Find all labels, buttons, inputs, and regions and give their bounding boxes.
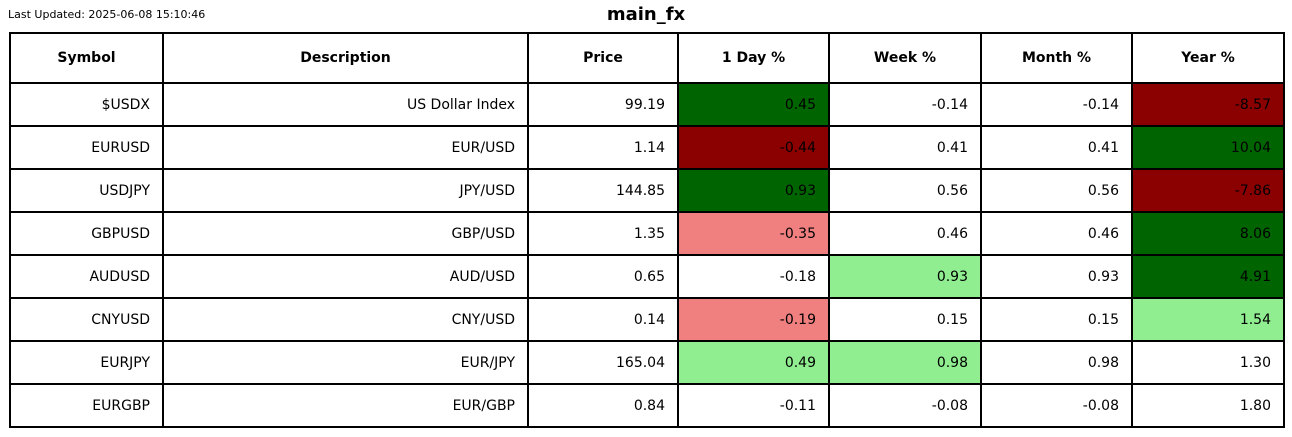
week-change-cell: -0.08 bbox=[828, 383, 982, 428]
description-cell: EUR/USD bbox=[162, 125, 529, 170]
column-header-description: Description bbox=[162, 32, 529, 84]
table-row: EURGBP EUR/GBP 0.84 -0.11 -0.08 -0.08 1.80 bbox=[9, 383, 1285, 428]
week-change-cell: 0.98 bbox=[828, 340, 982, 385]
symbol-cell: GBPUSD bbox=[9, 211, 164, 256]
table-row: EURUSD EUR/USD 1.14 -0.44 0.41 0.41 10.04 bbox=[9, 125, 1285, 170]
column-header-year: Year % bbox=[1131, 32, 1285, 84]
description-cell: JPY/USD bbox=[162, 168, 529, 213]
symbol-cell: EURJPY bbox=[9, 340, 164, 385]
day-change-cell: 0.45 bbox=[677, 82, 830, 127]
day-change-cell: -0.19 bbox=[677, 297, 830, 342]
description-cell: GBP/USD bbox=[162, 211, 529, 256]
price-cell: 1.14 bbox=[527, 125, 679, 170]
symbol-cell: CNYUSD bbox=[9, 297, 164, 342]
price-cell: 0.14 bbox=[527, 297, 679, 342]
price-cell: 99.19 bbox=[527, 82, 679, 127]
table-row: EURJPY EUR/JPY 165.04 0.49 0.98 0.98 1.30 bbox=[9, 340, 1285, 385]
price-cell: 144.85 bbox=[527, 168, 679, 213]
symbol-cell: AUDUSD bbox=[9, 254, 164, 299]
month-change-cell: 0.56 bbox=[980, 168, 1133, 213]
day-change-cell: -0.44 bbox=[677, 125, 830, 170]
table-row: USDJPY JPY/USD 144.85 0.93 0.56 0.56 -7.86 bbox=[9, 168, 1285, 213]
page-title: main_fx bbox=[606, 4, 686, 25]
last-updated-text: Last Updated: 2025-06-08 15:10:46 bbox=[8, 8, 206, 21]
day-change-cell: 0.49 bbox=[677, 340, 830, 385]
symbol-cell: EURUSD bbox=[9, 125, 164, 170]
day-change-cell: -0.35 bbox=[677, 211, 830, 256]
week-change-cell: -0.14 bbox=[828, 82, 982, 127]
column-header-month: Month % bbox=[980, 32, 1133, 84]
month-change-cell: 0.41 bbox=[980, 125, 1133, 170]
description-cell: AUD/USD bbox=[162, 254, 529, 299]
year-change-cell: 1.30 bbox=[1131, 340, 1285, 385]
price-cell: 0.84 bbox=[527, 383, 679, 428]
year-change-cell: 8.06 bbox=[1131, 211, 1285, 256]
description-cell: EUR/JPY bbox=[162, 340, 529, 385]
day-change-cell: 0.93 bbox=[677, 168, 830, 213]
year-change-cell: -7.86 bbox=[1131, 168, 1285, 213]
price-cell: 165.04 bbox=[527, 340, 679, 385]
symbol-cell: USDJPY bbox=[9, 168, 164, 213]
month-change-cell: -0.08 bbox=[980, 383, 1133, 428]
year-change-cell: 1.80 bbox=[1131, 383, 1285, 428]
price-cell: 0.65 bbox=[527, 254, 679, 299]
column-header-week: Week % bbox=[828, 32, 982, 84]
column-header-1day: 1 Day % bbox=[677, 32, 830, 84]
day-change-cell: -0.11 bbox=[677, 383, 830, 428]
year-change-cell: 4.91 bbox=[1131, 254, 1285, 299]
month-change-cell: 0.46 bbox=[980, 211, 1133, 256]
month-change-cell: 0.98 bbox=[980, 340, 1133, 385]
symbol-cell: $USDX bbox=[9, 82, 164, 127]
table-row: CNYUSD CNY/USD 0.14 -0.19 0.15 0.15 1.54 bbox=[9, 297, 1285, 342]
table-row: $USDX US Dollar Index 99.19 0.45 -0.14 -0.14-… bbox=[9, 82, 1285, 127]
fx-table-body: $USDX US Dollar Index 99.19 0.45 -0.14 -0.14-… bbox=[9, 82, 1285, 428]
description-cell: US Dollar Index bbox=[162, 82, 529, 127]
month-change-cell: 0.15 bbox=[980, 297, 1133, 342]
table-row: GBPUSD GBP/USD 1.35 -0.35 0.46 0.46 8.06 bbox=[9, 211, 1285, 256]
month-change-cell: -0.14 bbox=[980, 82, 1133, 127]
fx-table: Symbol Description Price 1 Day % Week % … bbox=[9, 32, 1285, 428]
price-cell: 1.35 bbox=[527, 211, 679, 256]
symbol-cell: EURGBP bbox=[9, 383, 164, 428]
day-change-cell: -0.18 bbox=[677, 254, 830, 299]
month-change-cell: 0.93 bbox=[980, 254, 1133, 299]
table-header-row: Symbol Description Price 1 Day % Week % … bbox=[9, 32, 1285, 84]
column-header-symbol: Symbol bbox=[9, 32, 164, 84]
week-change-cell: 0.93 bbox=[828, 254, 982, 299]
year-change-cell: 10.04 bbox=[1131, 125, 1285, 170]
week-change-cell: 0.56 bbox=[828, 168, 982, 213]
column-header-price: Price bbox=[527, 32, 679, 84]
description-cell: EUR/GBP bbox=[162, 383, 529, 428]
week-change-cell: 0.46 bbox=[828, 211, 982, 256]
week-change-cell: 0.15 bbox=[828, 297, 982, 342]
description-cell: CNY/USD bbox=[162, 297, 529, 342]
week-change-cell: 0.41 bbox=[828, 125, 982, 170]
year-change-cell: 1.54 bbox=[1131, 297, 1285, 342]
year-change-cell: -8.57 bbox=[1131, 82, 1285, 127]
table-row: AUDUSD AUD/USD 0.65 -0.18 0.93 0.93 4.91 bbox=[9, 254, 1285, 299]
